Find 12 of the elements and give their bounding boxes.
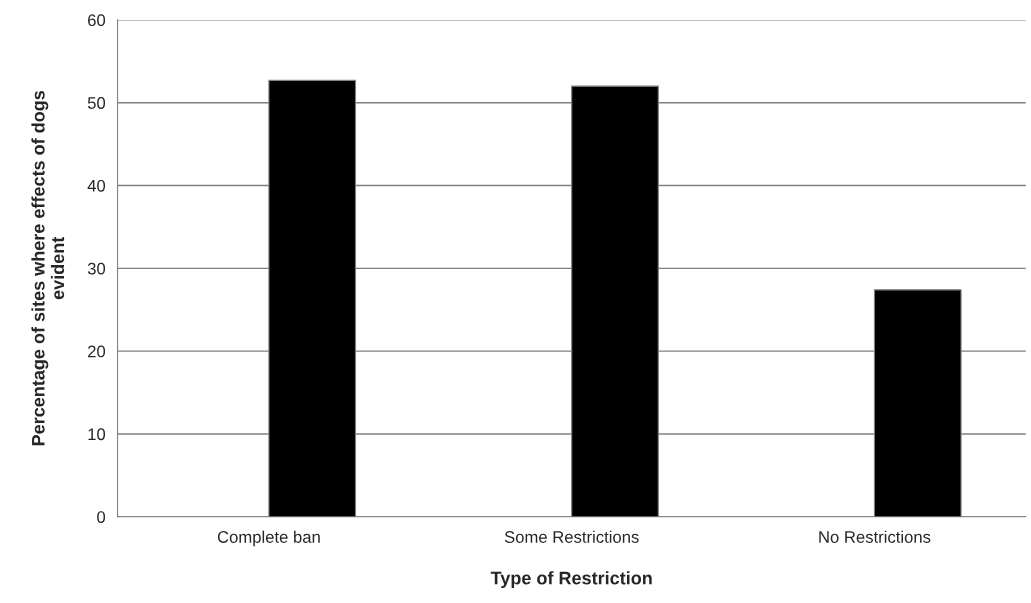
y-tick-label: 20 xyxy=(88,345,106,358)
y-axis-title: Percentage of sites where effects of dogs evident xyxy=(31,90,65,446)
y-tick-label: 0 xyxy=(97,511,106,523)
y-tick-label: 40 xyxy=(87,179,106,192)
x-tick-label: Some Restrictions xyxy=(504,530,639,543)
x-tick-label: Complete ban xyxy=(217,530,320,547)
x-tick-label: No Restrictions xyxy=(819,530,931,543)
y-tick-label: 50 xyxy=(87,97,106,109)
x-axis-title: Type of Restriction xyxy=(490,571,652,589)
y-tick-label: 30 xyxy=(87,262,106,275)
y-tick-label: 60 xyxy=(88,14,106,27)
y-tick-label: 10 xyxy=(88,428,106,441)
